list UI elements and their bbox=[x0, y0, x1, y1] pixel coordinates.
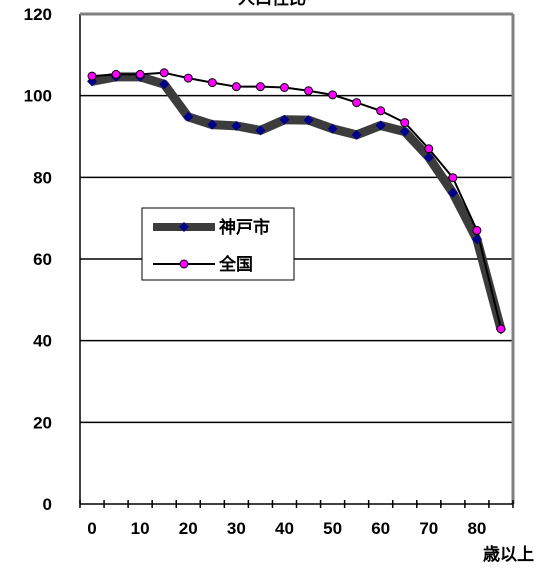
point-national-15 bbox=[159, 68, 169, 78]
point-kobe-45 bbox=[303, 115, 314, 126]
point-national-75 bbox=[448, 173, 458, 183]
y-tick-label-0: 0 bbox=[43, 495, 52, 514]
point-national-35 bbox=[255, 82, 265, 92]
x-axis-label: 歳以上 bbox=[483, 544, 534, 564]
x-tick-label-30: 30 bbox=[227, 519, 246, 538]
point-kobe-50 bbox=[327, 123, 338, 134]
axes bbox=[79, 12, 515, 508]
point-kobe-25 bbox=[207, 119, 218, 130]
point-kobe-80 bbox=[471, 234, 482, 245]
x-tick-label-20: 20 bbox=[179, 519, 198, 538]
legend: 神戸市 全国 bbox=[141, 207, 295, 281]
point-national-55 bbox=[352, 98, 362, 108]
point-national-50 bbox=[328, 90, 338, 100]
point-national-5 bbox=[111, 69, 121, 79]
x-tick-label-40: 40 bbox=[275, 519, 294, 538]
point-kobe-15 bbox=[159, 79, 170, 90]
x-tick-label-80: 80 bbox=[467, 519, 486, 538]
point-national-45 bbox=[304, 86, 314, 96]
point-kobe-65 bbox=[399, 126, 410, 137]
legend-marker-national bbox=[179, 259, 189, 269]
y-tick-label-20: 20 bbox=[33, 413, 52, 432]
point-national-30 bbox=[231, 82, 241, 92]
x-tick-label-70: 70 bbox=[419, 519, 438, 538]
point-national-40 bbox=[279, 83, 289, 92]
point-national-25 bbox=[207, 78, 217, 88]
y-axis-ticks: 0 20 40 60 80 100 120 bbox=[24, 5, 52, 514]
point-national-60 bbox=[376, 106, 386, 116]
y-tick-label-60: 60 bbox=[33, 250, 52, 269]
x-tick-label-50: 50 bbox=[323, 519, 342, 538]
y-tick-label-80: 80 bbox=[33, 168, 52, 187]
point-kobe-70 bbox=[423, 152, 434, 163]
point-national-85 bbox=[496, 324, 506, 334]
point-kobe-40 bbox=[279, 114, 290, 125]
point-kobe-30 bbox=[231, 120, 242, 131]
point-kobe-20 bbox=[183, 111, 194, 122]
legend-label-national: 全国 bbox=[218, 254, 253, 274]
point-kobe-75 bbox=[447, 187, 458, 198]
x-tick-label-0: 0 bbox=[87, 519, 96, 538]
legend-box bbox=[141, 207, 295, 281]
legend-marker-kobe bbox=[179, 222, 189, 232]
point-national-0 bbox=[87, 71, 97, 81]
x-axis-ticks: 0 10 20 30 40 50 60 70 80 bbox=[87, 519, 486, 538]
point-kobe-60 bbox=[375, 120, 386, 131]
x-tick-label-60: 60 bbox=[371, 519, 390, 538]
point-national-65 bbox=[400, 118, 410, 128]
point-national-70 bbox=[424, 144, 434, 154]
series-layer bbox=[87, 68, 506, 335]
y-tick-label-120: 120 bbox=[24, 5, 52, 24]
chart-title: 人口性比 bbox=[238, 0, 306, 8]
point-kobe-55 bbox=[351, 129, 362, 140]
x-tick-label-10: 10 bbox=[131, 519, 150, 538]
point-kobe-35 bbox=[255, 125, 266, 136]
y-tick-label-100: 100 bbox=[24, 87, 52, 106]
y-tick-label-40: 40 bbox=[33, 332, 52, 351]
point-national-10 bbox=[135, 69, 145, 79]
point-national-80 bbox=[472, 225, 482, 235]
series-line-kobe bbox=[91, 72, 506, 331]
point-national-20 bbox=[183, 73, 193, 83]
legend-label-kobe: 神戸市 bbox=[219, 217, 270, 237]
